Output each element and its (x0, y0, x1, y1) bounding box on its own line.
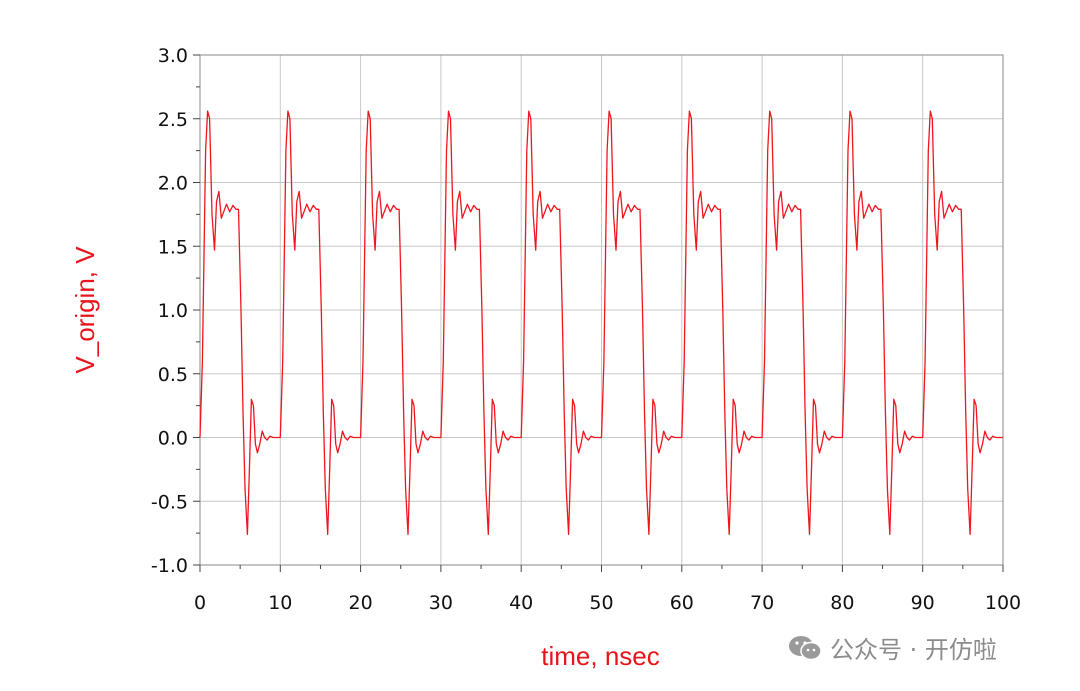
y-tick-label: 0.5 (158, 364, 188, 386)
axis-ticks (193, 54, 1004, 572)
x-tick-label: 40 (509, 592, 533, 614)
series-line-v-origin (199, 110, 1003, 536)
x-tick-label: 30 (429, 592, 453, 614)
watermark: 公众号 · 开仿啦 (788, 630, 997, 665)
x-axis-title: time, nsec (541, 641, 660, 671)
x-tick-label: 60 (670, 592, 694, 614)
y-tick-label: 2.0 (158, 173, 188, 195)
x-tick-label: 0 (194, 592, 206, 614)
y-tick-label: -1.0 (151, 555, 188, 577)
x-tick-label: 10 (268, 592, 292, 614)
y-tick-label: 3.0 (158, 45, 188, 67)
y-tick-label: 0.0 (158, 428, 188, 450)
y-tick-label: 2.5 (158, 109, 188, 131)
x-tick-label: 100 (985, 592, 1021, 614)
x-tick-label: 80 (830, 592, 854, 614)
y-tick-label: 1.5 (158, 236, 188, 258)
x-tick-label: 70 (750, 592, 774, 614)
x-tick-label: 20 (349, 592, 373, 614)
y-axis-title: V_origin, V (70, 246, 100, 374)
wechat-icon (789, 635, 822, 660)
y-tick-label: 1.0 (158, 300, 188, 322)
x-tick-label: 50 (589, 592, 613, 614)
watermark-text: 公众号 · 开仿啦 (830, 636, 997, 664)
tick-labels: 0 10 20 30 40 50 60 70 80 90 100 -1.0 -0.5 0.0 0.5 1.0 1… (151, 45, 1021, 614)
y-tick-label: -0.5 (151, 491, 188, 513)
x-tick-label: 90 (911, 592, 935, 614)
grid (199, 54, 1004, 566)
